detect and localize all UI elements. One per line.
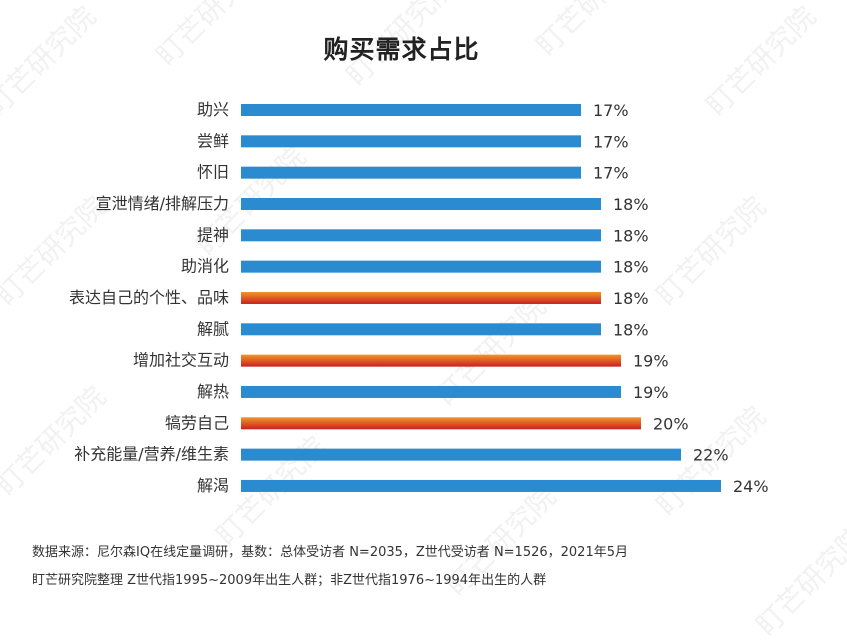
category-label: 宣泄情绪/排解压力 — [96, 194, 229, 213]
category-label: 助兴 — [197, 100, 229, 119]
bar — [241, 448, 681, 461]
bar — [241, 260, 601, 273]
category-label: 尝鲜 — [197, 131, 229, 150]
bar — [241, 354, 621, 367]
category-label: 补充能量/营养/维生素 — [74, 445, 229, 464]
bar — [241, 104, 581, 116]
chart-title: 购买需求占比 — [323, 35, 480, 64]
value-label: 19% — [633, 352, 669, 371]
category-label: 表达自己的个性、品味 — [69, 288, 229, 307]
value-label: 18% — [613, 226, 649, 245]
value-label: 17% — [593, 132, 629, 151]
value-label: 24% — [733, 477, 769, 496]
value-label: 18% — [613, 258, 649, 277]
watermark-text: 盯芒研究院 — [749, 519, 847, 643]
category-label: 助消化 — [181, 257, 229, 276]
value-label: 17% — [593, 164, 629, 183]
bar — [241, 135, 581, 148]
bar — [241, 229, 601, 242]
bar — [241, 479, 721, 492]
value-label: 19% — [633, 383, 669, 402]
bar — [241, 417, 641, 430]
bar — [241, 197, 601, 210]
bar — [241, 291, 601, 304]
category-label: 犒劳自己 — [165, 413, 229, 432]
source-note: 数据来源：尼尔森IQ在线定量调研，基数：总体受访者 N=2035，Z世代受访者 … — [32, 545, 628, 560]
value-label: 18% — [613, 289, 649, 308]
category-label: 解腻 — [197, 319, 229, 338]
value-label: 20% — [653, 414, 689, 433]
value-label: 22% — [693, 446, 729, 465]
value-label: 18% — [613, 320, 649, 339]
bar — [241, 166, 581, 179]
bar — [241, 323, 601, 336]
bar-chart: 助兴 17% 尝鲜 17% 怀旧 17% 宣泄情绪/排解压力 18% 提神 18% 助消化 18% 表达… — [69, 100, 769, 496]
value-label: 18% — [613, 195, 649, 214]
value-label: 17% — [593, 101, 629, 120]
category-label: 解热 — [197, 382, 229, 401]
bar — [241, 385, 621, 398]
category-label: 怀旧 — [197, 163, 229, 182]
category-label: 提神 — [197, 225, 229, 244]
definition-note: 盯芒研究院整理 Z世代指1995~2009年出生人群；非Z世代指1976~199… — [32, 573, 547, 588]
category-label: 增加社交互动 — [133, 351, 229, 370]
category-label: 解渴 — [197, 476, 229, 495]
bars-group: 助兴 17% 尝鲜 17% 怀旧 17% 宣泄情绪/排解压力 18% 提神 18% 助消化 18% 表达… — [69, 100, 769, 496]
